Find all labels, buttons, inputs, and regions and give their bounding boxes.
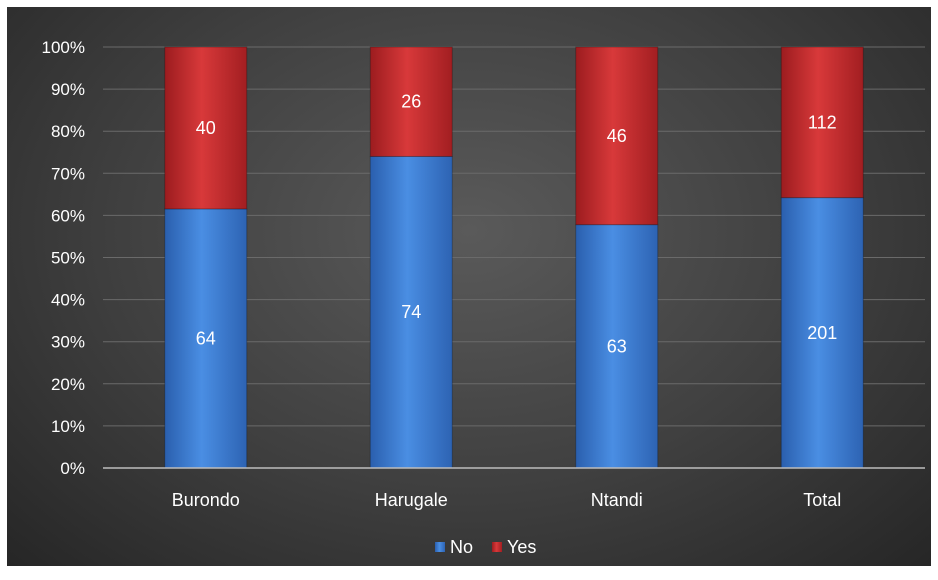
- legend-label-yes: Yes: [507, 537, 536, 557]
- x-tick-label: Ntandi: [591, 490, 643, 510]
- x-axis-labels: Burondo Harugale Ntandi Total: [172, 490, 842, 510]
- x-tick-label: Burondo: [172, 490, 240, 510]
- y-tick-label: 0%: [60, 459, 85, 478]
- bar-segment-yes-total: [780, 46, 864, 199]
- y-tick-label: 80%: [51, 122, 85, 141]
- bar-segment-yes-ntandi: [575, 46, 659, 226]
- stacked-bar-chart: 0% 10% 20% 30% 40% 50% 60% 70% 80% 90% 100% 64 40 74…: [42, 38, 925, 557]
- bar-segment-yes-burondo: [164, 46, 248, 210]
- data-label: 26: [401, 92, 421, 112]
- y-tick-label: 30%: [51, 333, 85, 352]
- legend-label-no: No: [450, 537, 473, 557]
- bar-segment-no-total: [780, 197, 864, 469]
- y-tick-label: 50%: [51, 249, 85, 268]
- data-label: 201: [807, 323, 837, 343]
- y-tick-label: 90%: [51, 80, 85, 99]
- y-tick-label: 40%: [51, 291, 85, 310]
- legend-swatch-no: [435, 542, 445, 552]
- y-tick-label: 10%: [51, 417, 85, 436]
- bar-segment-yes-harugale: [369, 46, 453, 157]
- legend: No Yes: [435, 537, 536, 557]
- data-label: 63: [607, 336, 627, 356]
- data-label: 40: [196, 118, 216, 138]
- data-label: 112: [808, 112, 837, 132]
- y-tick-label: 70%: [51, 164, 85, 183]
- x-tick-label: Harugale: [375, 490, 448, 510]
- legend-swatch-yes: [492, 542, 502, 552]
- y-axis-ticks: 0% 10% 20% 30% 40% 50% 60% 70% 80% 90% 100%: [42, 38, 85, 478]
- data-label: 46: [607, 126, 627, 146]
- data-label: 74: [401, 302, 421, 322]
- y-tick-label: 60%: [51, 206, 85, 225]
- bars: 64 40 74 26 63 46 201 112: [164, 46, 864, 469]
- x-tick-label: Total: [803, 490, 841, 510]
- y-tick-label: 20%: [51, 375, 85, 394]
- data-label: 64: [196, 328, 216, 348]
- y-tick-label: 100%: [42, 38, 85, 57]
